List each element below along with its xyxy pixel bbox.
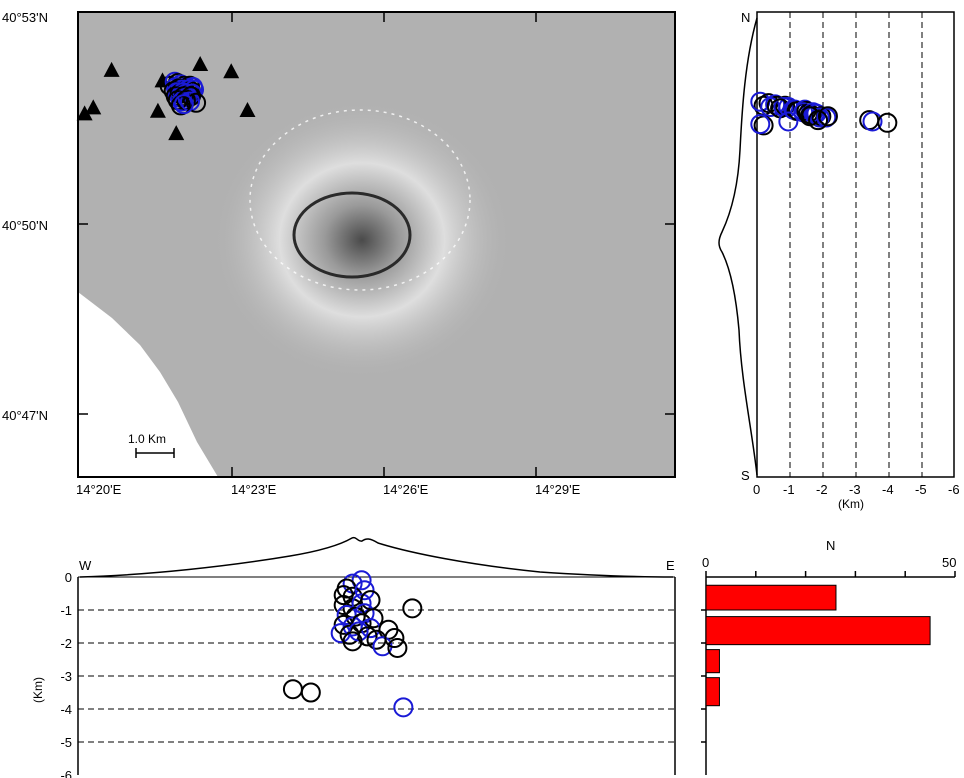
station-triangle-icon [192, 55, 209, 71]
we-hypocenter-circle [357, 626, 378, 647]
we-tick-label: 0 [65, 570, 72, 585]
we-tick-label: -1 [60, 603, 72, 618]
ns-hypocenter-layer [750, 91, 898, 136]
we-hypocenter-circle [363, 608, 384, 629]
hist-tick-label-0: 0 [702, 555, 709, 570]
we-hypocenter-layer [282, 570, 423, 718]
hist-bar [705, 616, 931, 646]
ns-hypocenter-circle [816, 107, 837, 128]
hist-title: N [826, 538, 835, 553]
ns-hypocenter-circle [808, 110, 829, 131]
station-triangle-icon [149, 102, 166, 118]
hist-bars [705, 584, 931, 707]
hist-bar [705, 649, 720, 674]
we-label-east: E [666, 558, 675, 573]
lat-label-3: 40°47'N [2, 408, 48, 423]
we-hypocenter-circle [384, 628, 405, 649]
sea-area [78, 292, 218, 477]
we-tick-label: -5 [60, 735, 72, 750]
ns-tick-label: 0 [753, 482, 760, 497]
epicenter-circle [173, 94, 194, 115]
lon-label-2: 14°23'E [231, 482, 277, 497]
we-hypocenter-circle [354, 580, 375, 601]
we-label-west: W [79, 558, 92, 573]
ns-hypocenter-circle [778, 111, 799, 132]
ns-tick-labels: 0 -1 -2 -3 -4 -5 -6 [753, 482, 960, 497]
ns-hypocenter-circle [750, 114, 771, 135]
hist-tick-label-50: 50 [942, 555, 956, 570]
we-tick-label: -2 [60, 636, 72, 651]
ns-tick-label: -5 [915, 482, 927, 497]
lon-label-3: 14°26'E [383, 482, 429, 497]
we-topography-profile [79, 536, 674, 578]
we-axis-unit: (Km) [31, 677, 45, 703]
lon-label-4: 14°29'E [535, 482, 581, 497]
hist-bar [705, 584, 837, 611]
map-panel: 40°53'N 40°50'N 40°47'N 14°20'E 14°23'E … [2, 10, 676, 497]
we-tick-label: -6 [60, 768, 72, 778]
ns-hypocenter-circle [862, 111, 883, 132]
ns-section-panel: N S 0 -1 -2 -3 -4 -5 -6 (Km) [718, 10, 960, 511]
station-triangle-icon [103, 61, 120, 77]
somma-ridge [249, 109, 471, 291]
we-hypocenter-circle [282, 679, 303, 700]
station-triangle-icon [168, 125, 185, 141]
ns-axis-unit: (Km) [838, 497, 864, 511]
ns-tick-label: -1 [783, 482, 795, 497]
ns-hypocenter-circle [817, 106, 838, 127]
we-tick-labels: 0 -1 -2 -3 -4 -5 -6 [60, 570, 72, 778]
ns-tick-label: -4 [882, 482, 894, 497]
ns-depth-grid [789, 12, 923, 477]
station-triangle-icon [76, 105, 93, 121]
depth-histogram-panel: N 0 50 [701, 538, 956, 775]
we-hypocenter-circle [387, 637, 408, 658]
we-tick-label: -3 [60, 669, 72, 684]
lat-label-2: 40°50'N [2, 218, 48, 233]
ns-label-south: S [741, 468, 750, 483]
lat-label-1: 40°53'N [2, 10, 48, 25]
station-triangle-icon [85, 99, 102, 115]
we-hypocenter-circle [342, 631, 363, 652]
volcano-relief [212, 100, 512, 380]
ns-tick-label: -3 [849, 482, 861, 497]
scale-bar: 1.0 Km [128, 432, 175, 458]
epicenter-circle [186, 92, 207, 113]
ns-tick-label: -2 [816, 482, 828, 497]
ns-topography-profile [718, 17, 758, 476]
we-hypocenter-circle [393, 697, 414, 718]
lon-label-1: 14°20'E [76, 482, 122, 497]
we-section-panel: W E 0 -1 -2 -3 -4 -5 -6 (Km) [31, 536, 676, 778]
we-tick-label: -4 [60, 702, 72, 717]
ns-hypocenter-circle [809, 107, 830, 128]
ns-label-north: N [741, 10, 750, 25]
station-triangle-icon [223, 63, 240, 79]
map-frame [77, 11, 676, 478]
we-hypocenter-circle [351, 593, 372, 614]
ns-hypocenter-circle [877, 112, 898, 133]
map-ticks [78, 12, 675, 477]
we-hypocenter-circle [351, 570, 372, 591]
ns-tick-label: -6 [948, 482, 960, 497]
we-hypocenter-circle [402, 598, 423, 619]
we-hypocenter-circle [300, 682, 321, 703]
epicenter-layer [159, 71, 207, 116]
hist-ticks [701, 571, 956, 743]
hist-bar [705, 677, 720, 707]
scale-bar-label: 1.0 Km [128, 432, 166, 446]
crater-rim [292, 191, 412, 279]
station-triangle-icon [239, 102, 256, 118]
